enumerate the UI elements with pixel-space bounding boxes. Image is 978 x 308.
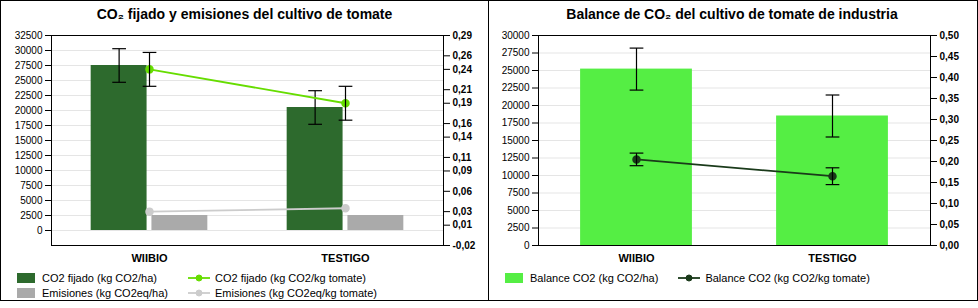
html-text:Emisiones (kg CO2eq/ha): Emisiones (kg CO2eq/ha) [42,287,168,299]
svg-text:25000: 25000 [14,75,42,86]
svg-text:0,09: 0,09 [452,165,472,176]
svg-text:0: 0 [36,225,42,236]
svg-text:0,20: 0,20 [940,156,960,167]
svg-text:15000: 15000 [14,135,42,146]
svg-text:0,40: 0,40 [940,72,960,83]
svg-text:7500: 7500 [507,187,530,198]
svg-text:0,00: 0,00 [940,240,960,251]
svg-text:7500: 7500 [20,180,43,191]
svg-text:0,14: 0,14 [452,131,472,142]
html-text:CO2 fijado (kg CO2/ha): CO2 fijado (kg CO2/ha) [42,272,157,284]
svg-text:20000: 20000 [502,100,530,111]
svg-text:0,03: 0,03 [452,206,472,217]
svg-text:27500: 27500 [502,47,530,58]
svg-text:15000: 15000 [502,135,530,146]
svg-text:2500: 2500 [20,210,43,221]
svg-text:0,01: 0,01 [452,219,472,230]
svg-text:17500: 17500 [14,120,42,131]
svg-text:10000: 10000 [14,165,42,176]
svg-text:TESTIGO: TESTIGO [321,252,370,264]
svg-text:32500: 32500 [14,30,42,41]
svg-text:0,26: 0,26 [452,50,472,61]
svg-text:0,16: 0,16 [452,118,472,129]
svg-text:12500: 12500 [502,152,530,163]
html-text:CO₂ fijado y emisiones del cul: CO₂ fijado y emisiones del cultivo de to… [96,6,393,22]
svg-text:5000: 5000 [507,205,530,216]
svg-text:10000: 10000 [502,170,530,181]
svg-text:0,10: 0,10 [940,198,960,209]
svg-text:27500: 27500 [14,60,42,71]
html-text:Balance CO2 (kg CO2/ha): Balance CO2 (kg CO2/ha) [530,272,659,284]
svg-text:0,50: 0,50 [940,30,960,41]
html-text:Balance de CO₂ del cultivo de: Balance de CO₂ del cultivo de tomate de … [566,6,898,22]
svg-text:0,45: 0,45 [940,51,960,62]
svg-text:0,29: 0,29 [452,30,472,41]
html-text:CO2 fijado (kg CO2/kg tomate): CO2 fijado (kg CO2/kg tomate) [215,272,366,284]
svg-text:12500: 12500 [14,150,42,161]
html-text:Emisiones (kg CO2eq/kg tomate): Emisiones (kg CO2eq/kg tomate) [215,287,377,299]
svg-text:0,11: 0,11 [452,152,471,163]
html-text:Balance CO2 (kg CO2/kg tomate): Balance CO2 (kg CO2/kg tomate) [705,272,870,284]
svg-text:17500: 17500 [502,117,530,128]
svg-text:22500: 22500 [502,82,530,93]
svg-text:WIIBIO: WIIBIO [618,252,654,264]
svg-text:0,06: 0,06 [452,186,472,197]
svg-text:20000: 20000 [14,105,42,116]
svg-text:0,21: 0,21 [452,84,472,95]
svg-text:25000: 25000 [502,65,530,76]
svg-text:-0,02: -0,02 [452,240,475,251]
svg-text:5000: 5000 [20,195,43,206]
svg-text:TESTIGO: TESTIGO [808,252,857,264]
svg-text:0,35: 0,35 [940,93,960,104]
svg-text:30000: 30000 [14,45,42,56]
svg-text:WIIBIO: WIIBIO [131,252,167,264]
svg-text:0: 0 [524,240,530,251]
svg-text:0,19: 0,19 [452,97,472,108]
svg-text:0,05: 0,05 [940,219,960,230]
svg-text:0,30: 0,30 [940,114,960,125]
svg-text:0,24: 0,24 [452,64,472,75]
svg-text:0,15: 0,15 [940,177,960,188]
svg-text:22500: 22500 [14,90,42,101]
svg-text:30000: 30000 [502,30,530,41]
svg-text:2500: 2500 [507,222,530,233]
svg-text:0,25: 0,25 [940,135,960,146]
